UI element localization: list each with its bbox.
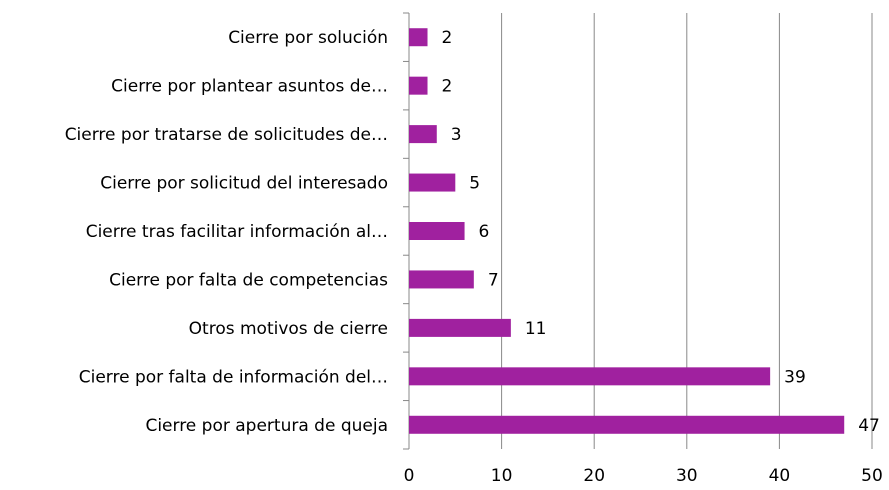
y-tick-label: Otros motivos de cierre <box>189 319 388 339</box>
value-label: 47 <box>858 416 880 436</box>
value-label: 3 <box>451 125 462 145</box>
value-label: 7 <box>488 270 499 290</box>
x-tick-label: 40 <box>769 466 791 486</box>
y-tick-label: Cierre por tratarse de solicitudes de… <box>65 125 388 145</box>
bar <box>409 367 771 386</box>
value-label: 11 <box>525 319 547 339</box>
bar <box>409 318 511 337</box>
x-tick-label: 30 <box>676 466 698 486</box>
value-label: 2 <box>442 77 453 97</box>
bar <box>409 415 845 434</box>
y-tick-label: Cierre por falta de información del… <box>79 367 388 387</box>
x-tick-label: 0 <box>404 466 415 486</box>
bar <box>409 76 428 95</box>
bar <box>409 28 428 47</box>
value-label: 6 <box>479 222 490 242</box>
value-label: 2 <box>442 28 453 48</box>
bar <box>409 222 465 240</box>
y-tick-label: Cierre por solicitud del interesado <box>100 174 388 194</box>
bar <box>409 270 474 289</box>
y-tick-label: Cierre por apertura de queja <box>145 416 388 436</box>
bar <box>409 173 456 192</box>
y-tick-label: Cierre por falta de competencias <box>109 270 388 290</box>
x-tick-label: 50 <box>861 466 883 486</box>
x-tick-label: 20 <box>583 466 605 486</box>
value-label: 39 <box>784 367 806 387</box>
y-tick-label: Cierre por plantear asuntos de… <box>111 77 388 97</box>
value-label: 5 <box>469 174 480 194</box>
y-tick-label: Cierre tras facilitar información al… <box>86 222 388 242</box>
bar <box>409 125 437 144</box>
x-tick-label: 10 <box>491 466 513 486</box>
y-tick-label: Cierre por solución <box>228 28 388 48</box>
